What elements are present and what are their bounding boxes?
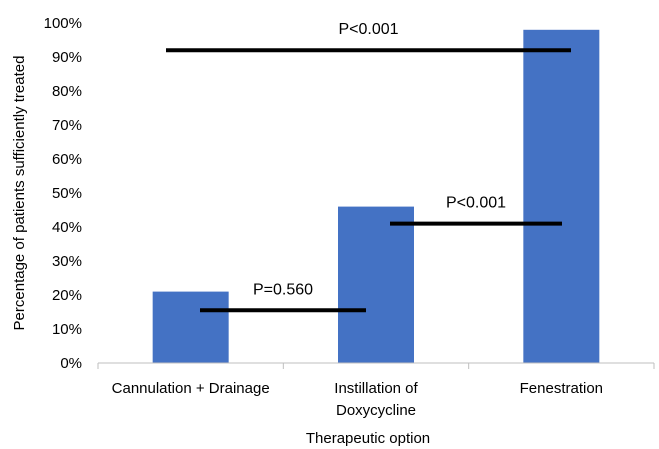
bar — [152, 291, 229, 363]
bars — [152, 29, 600, 364]
y-tick-label: 30% — [52, 253, 82, 270]
significance-annotations: P=0.560 P<0.001 P<0.001 — [166, 21, 571, 313]
y-tick-label: 80% — [52, 83, 82, 100]
bar — [338, 206, 414, 363]
y-tick-label: 100% — [44, 15, 82, 32]
p-value-label: P<0.001 — [338, 21, 398, 38]
y-tick-label: 60% — [52, 151, 82, 168]
y-axis-title: Percentage of patients sufficiently trea… — [11, 56, 28, 331]
x-axis-ticks: Cannulation + Drainage Instillation of Dox… — [97, 363, 655, 419]
y-axis-ticks: 0% 10% 20% 30% 40% 50% 60% 70% 80% 90% 100% — [44, 15, 82, 372]
x-tick-label: Cannulation + Drainage — [112, 380, 270, 397]
y-tick-label: 40% — [52, 219, 82, 236]
x-tick-label: Instillation of Doxycycline — [334, 380, 418, 419]
y-tick-label: 70% — [52, 117, 82, 134]
bar — [523, 29, 600, 364]
y-tick-label: 10% — [52, 321, 82, 338]
p-value-label: P<0.001 — [446, 195, 506, 212]
y-tick-label: 90% — [52, 49, 82, 66]
y-tick-label: 0% — [60, 355, 82, 372]
y-tick-label: 20% — [52, 287, 82, 304]
p-value-label: P=0.560 — [253, 281, 313, 298]
x-axis-title: Therapeutic option — [306, 430, 430, 447]
y-tick-label: 50% — [52, 185, 82, 202]
x-tick-label: Fenestration — [520, 380, 603, 397]
